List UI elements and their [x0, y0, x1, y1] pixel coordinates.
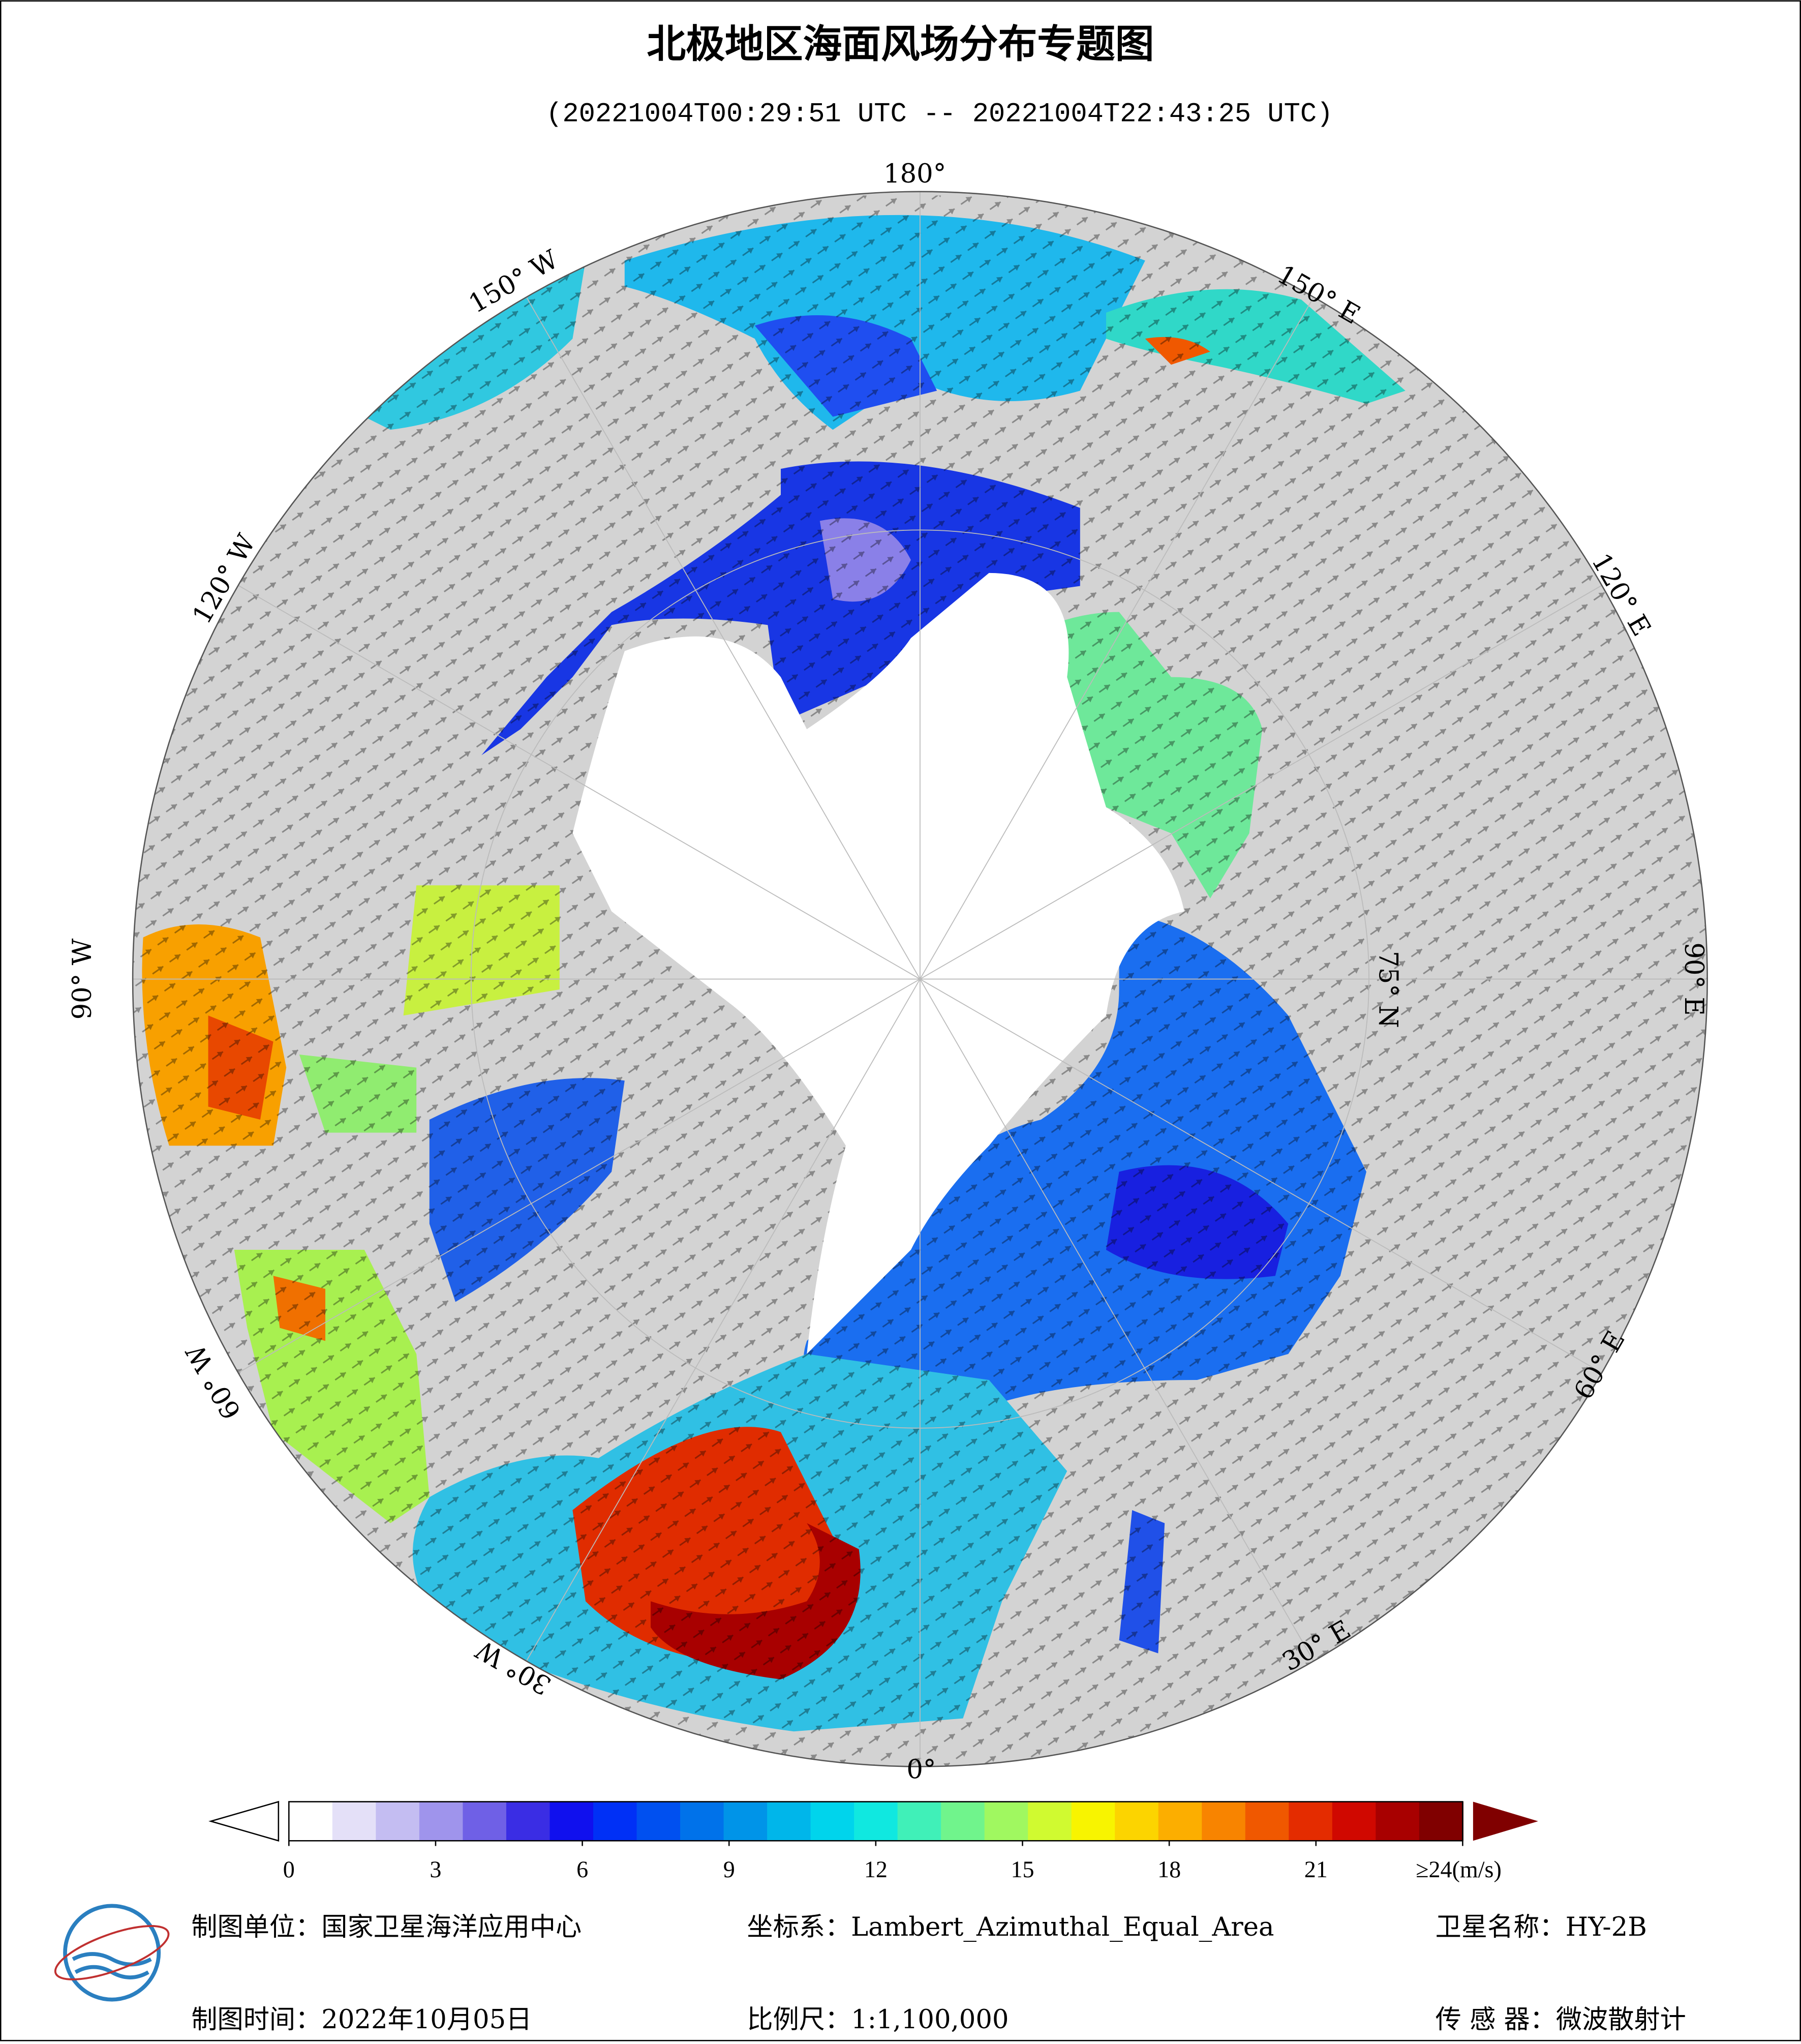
lon-label: 180°	[883, 159, 946, 189]
colorbar-segment	[1158, 1801, 1203, 1841]
colorbar-tick-label: 18	[1157, 1856, 1181, 1882]
colorbar-tick-label: 21	[1304, 1856, 1328, 1882]
colorbar-segment	[723, 1801, 768, 1841]
colorbar-tick-label: 6	[576, 1856, 588, 1882]
colorbar-segment	[1245, 1801, 1290, 1841]
colorbar-segment	[1202, 1801, 1246, 1841]
colorbar-segment	[1071, 1801, 1116, 1841]
colorbar-segment	[419, 1801, 464, 1841]
colorbar-segment	[289, 1801, 333, 1841]
colorbar-tick-label: 9	[723, 1856, 735, 1882]
colorbar-segment	[1419, 1801, 1463, 1841]
colorbar-segment	[854, 1801, 899, 1841]
lat-label: 75° N	[1373, 951, 1403, 1028]
graticule	[133, 191, 1707, 1767]
colorbar-tick-label: 0	[283, 1856, 295, 1882]
colorbar-segment	[897, 1801, 942, 1841]
colorbar-segment	[810, 1801, 855, 1841]
colorbar-segment	[680, 1801, 725, 1841]
lon-label: 90° E	[1678, 942, 1709, 1015]
footer: 制图单位：国家卫星海洋应用中心 坐标系：Lambert_Azimuthal_Eq…	[54, 1904, 1686, 2035]
colorbar-segment	[1115, 1801, 1159, 1841]
colorbar-segment	[332, 1801, 377, 1841]
title: 北极地区海面风场分布专题图	[647, 22, 1154, 67]
colorbar-tick-label: ≥24(m/s)	[1416, 1856, 1502, 1882]
lon-label: 0°	[906, 1754, 936, 1785]
colorbar-segment	[506, 1801, 551, 1841]
logo	[54, 1904, 170, 2002]
colorbar-segment	[376, 1801, 420, 1841]
footer-sensor: 传 感 器：微波散射计	[1436, 2004, 1686, 2035]
colorbar-segment	[463, 1801, 507, 1841]
colorbar-under	[208, 1800, 280, 1842]
sea-ice	[572, 573, 1184, 1354]
colorbar-segment	[1289, 1801, 1333, 1841]
colorbar-segment	[636, 1801, 681, 1841]
colorbar-segment	[941, 1801, 986, 1841]
footer-scale: 比例尺：1:1,100,000	[747, 2004, 1009, 2035]
colorbar-tick-label: 3	[430, 1856, 441, 1882]
colorbar-segment	[1332, 1801, 1377, 1841]
map-body	[133, 191, 1707, 1767]
colorbar-segment	[1376, 1801, 1420, 1841]
footer-crs: 坐标系：Lambert_Azimuthal_Equal_Area	[747, 1912, 1274, 1942]
colorbar-tick-label: 12	[864, 1856, 888, 1882]
colorbar-over	[1473, 1801, 1538, 1841]
footer-satellite: 卫星名称：HY-2B	[1436, 1912, 1647, 1942]
colorbar: 0 3 6 9 12 15 18 21 ≥24(m/s)	[208, 1800, 1538, 1882]
colorbar-segment	[550, 1801, 594, 1841]
colorbar-segment	[593, 1801, 638, 1841]
footer-unit: 制图单位：国家卫星海洋应用中心	[191, 1912, 582, 1942]
subtitle: (20221004T00:29:51 UTC -- 20221004T22:43…	[546, 99, 1333, 130]
lon-label: 90° W	[67, 938, 98, 1019]
footer-date: 制图时间：2022年10月05日	[191, 2004, 532, 2035]
map-border	[132, 191, 1708, 1767]
colorbar-segment	[767, 1801, 812, 1841]
colorbar-tick-label: 15	[1011, 1856, 1034, 1882]
colorbar-segment	[1028, 1801, 1073, 1841]
colorbar-segment	[984, 1801, 1029, 1841]
